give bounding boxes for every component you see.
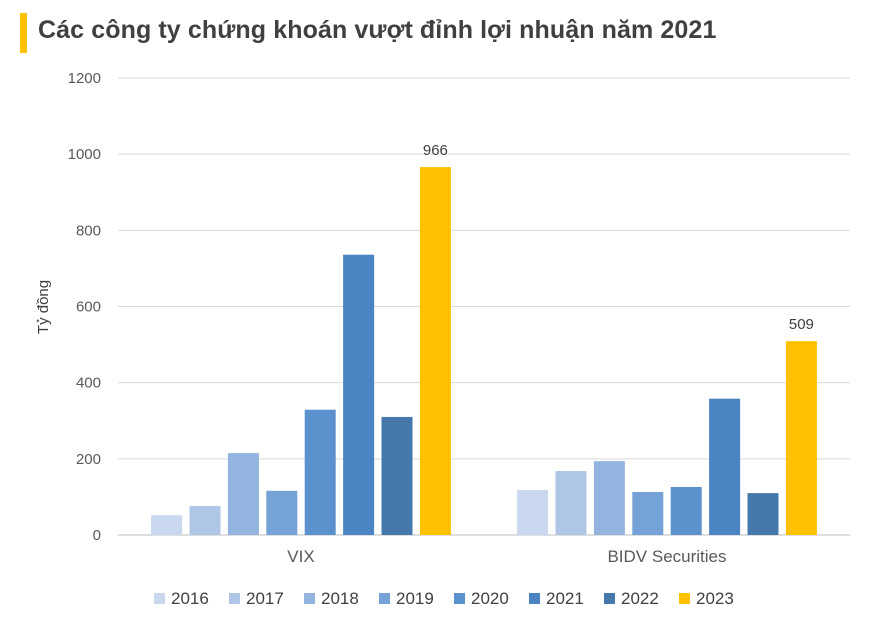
- category-labels: VIX BIDV Securities: [287, 547, 726, 566]
- bar-2023-vix[interactable]: [419, 167, 451, 536]
- y-tick-label: 1200: [68, 70, 101, 87]
- bar-2016-vix[interactable]: [151, 515, 183, 535]
- legend[interactable]: 2016 2017 2018 2019 2020 2021 2022 2023: [154, 589, 734, 608]
- legend-swatch: [154, 593, 165, 604]
- bar-2018-bidv-securities[interactable]: [593, 461, 625, 535]
- y-tick-label: 600: [76, 299, 101, 316]
- data-label: 509: [789, 316, 814, 333]
- bar-2022-vix[interactable]: [381, 416, 413, 535]
- legend-swatch: [529, 593, 540, 604]
- chart-title: Các công ty chứng khoán vượt đỉnh lợi nh…: [38, 16, 717, 44]
- legend-label: 2023: [696, 589, 734, 608]
- bar-2022-bidv-securities[interactable]: [747, 493, 779, 535]
- legend-label: 2016: [171, 589, 209, 608]
- data-labels: 966 509: [423, 142, 814, 333]
- y-tick-label: 1000: [68, 146, 101, 163]
- y-tick-label: 400: [76, 375, 101, 392]
- y-tick-label: 200: [76, 451, 101, 468]
- legend-swatch: [229, 593, 240, 604]
- legend-label: 2018: [321, 589, 359, 608]
- bar-2017-vix[interactable]: [189, 506, 221, 535]
- bar-2017-bidv-securities[interactable]: [555, 471, 587, 535]
- bar-2021-bidv-securities[interactable]: [709, 398, 741, 535]
- y-tick-label: 800: [76, 222, 101, 239]
- bars: [151, 167, 817, 536]
- bar-2023-bidv-securities[interactable]: [785, 341, 817, 535]
- bar-2019-vix[interactable]: [266, 490, 298, 535]
- legend-label: 2017: [246, 589, 284, 608]
- legend-swatch: [679, 593, 690, 604]
- legend-label: 2020: [471, 589, 509, 608]
- gridlines: [118, 77, 850, 536]
- legend-label: 2021: [546, 589, 584, 608]
- data-label: 966: [423, 142, 448, 159]
- bar-2016-bidv-securities[interactable]: [517, 490, 549, 535]
- y-axis-ticks: 0 200 400 600 800 1000 1200: [68, 70, 101, 544]
- bar-2018-vix[interactable]: [227, 453, 259, 535]
- legend-label: 2019: [396, 589, 434, 608]
- bar-2019-bidv-securities[interactable]: [632, 491, 664, 535]
- bar-2020-vix[interactable]: [304, 409, 336, 535]
- title-accent-bar: [20, 13, 27, 53]
- bar-2020-bidv-securities[interactable]: [670, 487, 702, 535]
- legend-label: 2022: [621, 589, 659, 608]
- category-label: VIX: [287, 547, 314, 566]
- y-tick-label: 0: [93, 527, 101, 544]
- legend-swatch: [379, 593, 390, 604]
- bar-2021-vix[interactable]: [343, 254, 375, 535]
- legend-swatch: [454, 593, 465, 604]
- category-label: BIDV Securities: [607, 547, 726, 566]
- legend-swatch: [604, 593, 615, 604]
- y-axis-label: Tỷ đồng: [35, 280, 52, 334]
- legend-swatch: [304, 593, 315, 604]
